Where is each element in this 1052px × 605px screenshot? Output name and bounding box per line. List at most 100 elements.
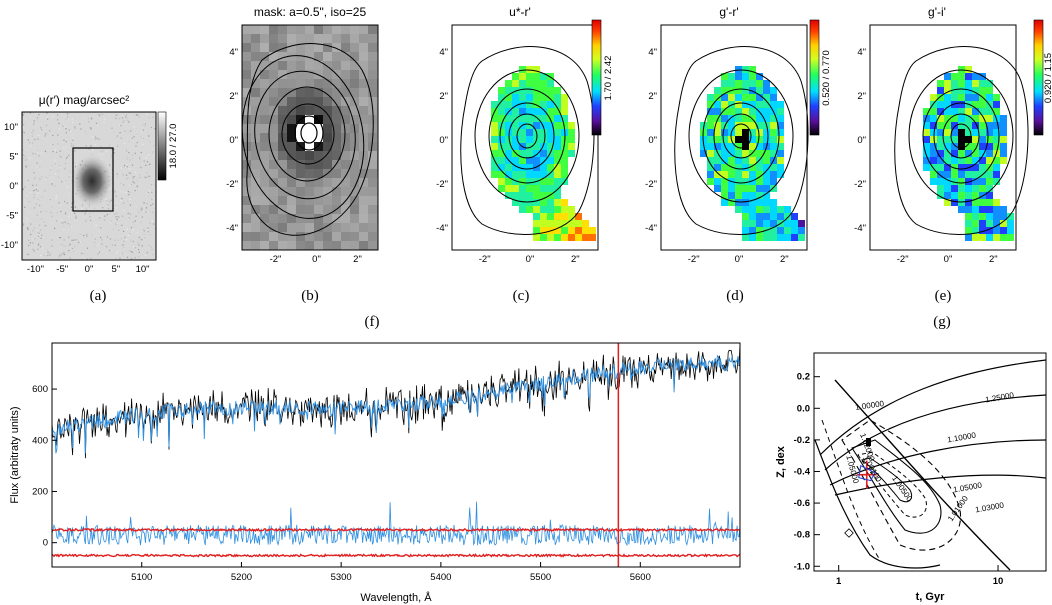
y-tick-label: 2" [648, 91, 657, 102]
panel-a-crop-box [72, 147, 114, 212]
contour-label: 1.05000 [953, 481, 984, 495]
x-tick-label: 2" [353, 254, 362, 265]
panel-c-contours [460, 46, 595, 235]
contour-label: 1.05000 [844, 454, 860, 485]
y-tick-label: 10" [4, 122, 18, 133]
panel-a-yticks: 10" 5" 0" -5" -10" [1, 122, 18, 251]
panel-c-title: u*-r' [509, 5, 531, 19]
y-tick-label: 4" [648, 47, 657, 58]
y-tick-label: 4" [857, 47, 866, 58]
y-tick-label: 0" [648, 135, 657, 146]
panel-b-yticks: 4" 2" 0" -2" -4" [226, 47, 238, 234]
panel-a: μ(r′) mag/arcsec² 18.0 / 27.0 10" 5" 0" -5"… [1, 93, 179, 275]
observed-series [52, 343, 740, 459]
panel-c-colorbar-label: 1.70 / 2.42 [603, 56, 614, 101]
panel-b: mask: a=0.5", iso=25 4" 2" 0" -2" -4" -2" 0" 2… [226, 5, 379, 265]
y-tick-label: -4" [436, 223, 448, 234]
panel-e-colormap [923, 66, 1014, 241]
y-tick-label: -4" [226, 223, 238, 234]
panel-d-colorbar-label: 0.520 / 0.770 [821, 50, 832, 105]
panel-d-colormap [700, 66, 805, 241]
y-tick-label: -10" [1, 240, 18, 251]
panel-g-xticks: 1 10 [836, 565, 1003, 587]
contour-label: 1.00500 [890, 474, 914, 503]
panel-f-yticks: 0 200 400 600 [32, 384, 57, 549]
y-tick-label: 0 [43, 538, 48, 549]
panel-d-colorbar [809, 19, 820, 136]
x-tick-label: 5100 [131, 572, 152, 583]
x-tick-label: -10" [27, 264, 44, 275]
panel-label-g: (g) [933, 314, 951, 330]
panel-f: 5100 5200 5300 5400 5500 5600 0 200 400 600 Wave… [9, 342, 741, 604]
x-tick-label: 0" [735, 254, 744, 265]
y-tick-label: 0.0 [797, 403, 810, 414]
panel-g-xlabel: t, Gyr [916, 591, 945, 603]
panel-c-yticks: 4" 2" 0" -2" -4" [436, 47, 448, 234]
y-tick-label: 0.2 [797, 372, 810, 383]
panel-b-frame [241, 24, 379, 251]
panel-g-dark-marker [866, 438, 871, 446]
y-tick-label: 0" [229, 135, 238, 146]
panel-a-colorbar [157, 111, 167, 181]
contour-label: 1.10000 [947, 431, 978, 445]
y-tick-label: -4" [645, 223, 657, 234]
y-tick-label: 200 [32, 486, 48, 497]
panel-c-colorbar [591, 19, 602, 136]
panel-d-contours [674, 46, 809, 235]
panel-f-frame [51, 342, 741, 568]
panel-d-yticks: 4" 2" 0" -2" -4" [645, 47, 657, 234]
y-tick-label: 4" [229, 47, 238, 58]
y-tick-label: 4" [439, 47, 448, 58]
panel-a-title: μ(r′) mag/arcsec² [39, 93, 130, 107]
panel-g-frame [813, 352, 1047, 572]
residual-series [52, 501, 740, 547]
contour-label: 1.25000 [985, 391, 1016, 405]
x-tick-label: 5500 [530, 572, 551, 583]
y-tick-label: 5" [9, 151, 18, 162]
panel-label-a: (a) [90, 288, 107, 304]
x-tick-label: 0" [944, 254, 953, 265]
panel-label-d: (d) [726, 288, 744, 304]
x-tick-label: -5" [56, 264, 68, 275]
x-tick-label: 0" [85, 264, 94, 275]
y-tick-label: -0.4 [794, 466, 811, 477]
panel-e-title: g'-i' [928, 5, 946, 19]
contour-label: 1.03000 [975, 501, 1006, 515]
y-tick-label: 0" [857, 135, 866, 146]
panel-b-xticks: -2" 0" 2" [270, 254, 362, 265]
panel-g-contours [814, 359, 1046, 571]
y-tick-label: -1.0 [794, 561, 810, 572]
x-tick-label: 5200 [231, 572, 252, 583]
panel-g: 1.25000 1.10000 1.05000 1.03000 1.01000 1.005… [775, 352, 1047, 603]
panel-d-title: g'-r' [719, 5, 738, 19]
panel-g-contour-labels: 1.25000 1.10000 1.05000 1.03000 1.01000 1.005… [844, 391, 1015, 523]
x-tick-label: 2" [571, 254, 580, 265]
y-tick-label: -2" [226, 179, 238, 190]
panel-a-noise [22, 112, 156, 260]
panel-label-c: (c) [513, 288, 530, 304]
y-tick-label: 2" [857, 91, 866, 102]
y-tick-label: 400 [32, 435, 48, 446]
y-tick-label: 2" [439, 91, 448, 102]
panel-label-f: (f) [365, 314, 380, 330]
x-tick-label: 1 [836, 576, 842, 587]
panel-e-xticks: -2" 0" 2" [897, 254, 998, 265]
panel-label-b: (b) [301, 288, 319, 304]
panel-e-colorbar-label: 0.920 / 1.15 [1043, 53, 1052, 103]
panel-f-xlabel: Wavelength, Å [360, 591, 432, 604]
x-tick-label: -2" [897, 254, 909, 265]
panel-c-xticks: -2" 0" 2" [479, 254, 580, 265]
y-tick-label: 2" [229, 91, 238, 102]
panel-e: g'-i' 0.920 / 1.15 4" 2" 0" -2" -4" -2" 0" 2" [854, 5, 1052, 265]
panel-label-e: (e) [935, 288, 952, 304]
panel-f-plot [52, 343, 740, 567]
x-tick-label: -2" [688, 254, 700, 265]
panel-e-yticks: 4" 2" 0" -2" -4" [854, 47, 866, 234]
y-tick-label: 600 [32, 384, 48, 395]
model-series [52, 354, 740, 454]
x-tick-label: 5400 [430, 572, 451, 583]
panel-g-yticks: 0.2 0.0 -0.2 -0.4 -0.6 -0.8 -1.0 [794, 372, 820, 572]
panel-g-diamond-marker [844, 528, 854, 538]
panel-b-contours [242, 43, 374, 236]
